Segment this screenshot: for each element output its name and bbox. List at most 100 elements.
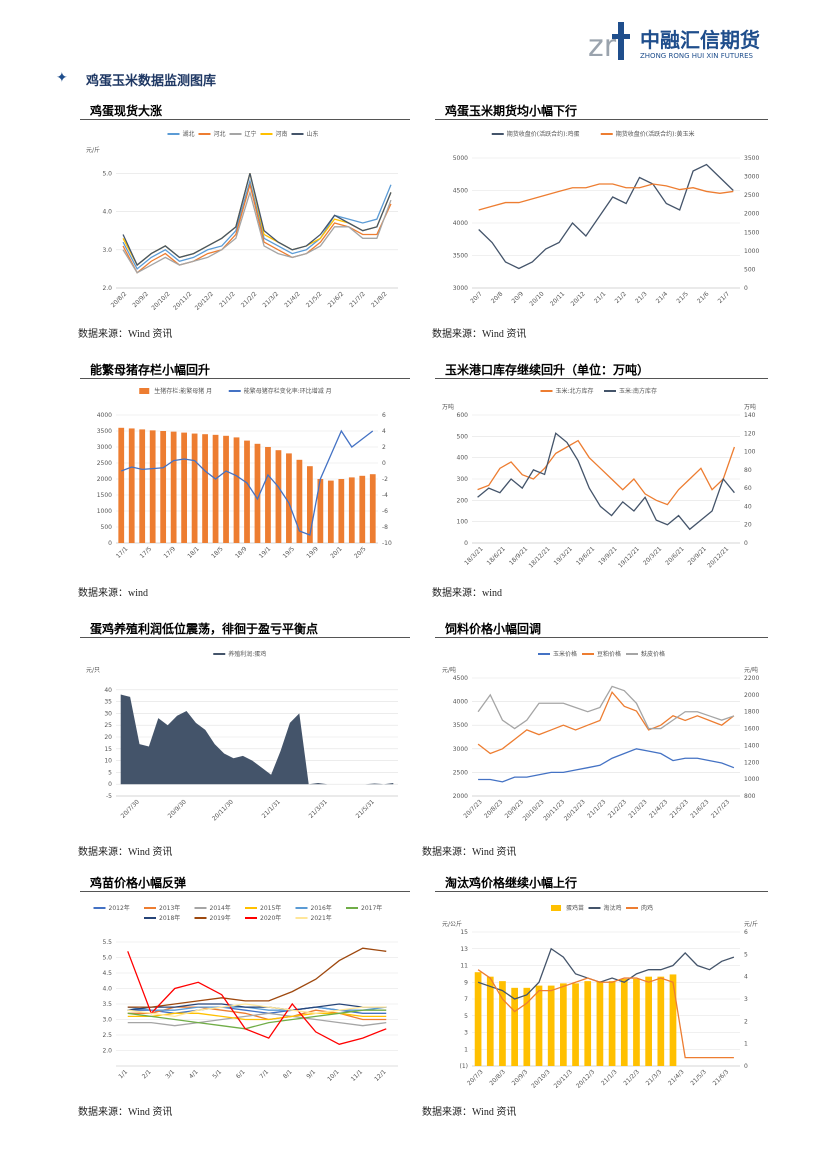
- x-tick-label: 21/3/3: [645, 1068, 664, 1087]
- legend-label: 玉米价格: [553, 650, 577, 658]
- x-tick-label: 11/1: [350, 1068, 365, 1083]
- tick-label: 0: [108, 781, 112, 788]
- x-tick-label: 21/4/3: [667, 1068, 686, 1087]
- title-rule: [435, 891, 768, 892]
- tick-label: 2000: [453, 793, 468, 800]
- x-tick-label: 19/6/21: [575, 545, 596, 566]
- tick-label: -6: [382, 508, 388, 515]
- y2-unit: 万吨: [744, 403, 756, 411]
- x-tick-label: 20/8/3: [488, 1068, 507, 1087]
- tick-label: 0: [744, 285, 748, 292]
- tick-label: -5: [106, 793, 112, 800]
- x-tick-label: 18/5: [210, 545, 225, 560]
- tick-label: 0: [464, 540, 468, 547]
- x-tick-label: 20/9/2: [131, 290, 150, 309]
- tick-label: 20: [744, 522, 752, 529]
- x-tick-label: 19/3/21: [553, 545, 574, 566]
- tick-label: 4500: [453, 188, 468, 195]
- y2-unit: 元/吨: [744, 666, 758, 674]
- x-tick-label: 2/1: [141, 1068, 153, 1080]
- tick-label: 4: [382, 428, 386, 435]
- y-unit: 元/公斤: [442, 920, 462, 928]
- x-tick-label: 21/3/31: [308, 798, 329, 819]
- source-note: 数据来源：Wind 资讯: [432, 329, 527, 340]
- bar: [348, 477, 355, 543]
- tick-label: 15: [104, 746, 112, 753]
- tick-label: 2: [744, 1018, 748, 1025]
- legend-label: 2014年: [210, 904, 231, 912]
- legend-label: 肉鸡: [641, 904, 653, 912]
- tick-label: 5000: [453, 155, 468, 162]
- tick-label: 200: [457, 497, 469, 504]
- tick-label: 3: [464, 1030, 468, 1037]
- legend-label: 期货收盘价(活跃合约):鸡蛋: [507, 130, 580, 138]
- x-tick-label: 21/5/3: [689, 1068, 708, 1087]
- x-tick-label: 20/9/3: [511, 1068, 530, 1087]
- bar: [657, 976, 665, 1066]
- tick-label: 4.0: [102, 209, 112, 216]
- x-tick-label: 3/1: [164, 1068, 176, 1080]
- tick-label: 3500: [453, 722, 468, 729]
- bar: [181, 432, 188, 543]
- tick-label: 3: [744, 996, 748, 1003]
- bar: [669, 974, 677, 1066]
- x-tick-label: 21/7/23: [710, 798, 731, 819]
- tick-label: 2500: [453, 769, 468, 776]
- bullet-icon: ✦: [56, 71, 68, 86]
- chart: 2012年 2013年 2014年 2015年 2016年 2017年 2018年 2019年…: [93, 904, 398, 1083]
- x-tick-label: 21/6/2: [327, 290, 346, 309]
- tick-label: 5: [744, 951, 748, 958]
- tick-label: 2000: [744, 211, 759, 218]
- legend-label: 2021年: [311, 914, 332, 922]
- line: [127, 1003, 387, 1011]
- x-tick-label: 21/3/2: [262, 290, 281, 309]
- tick-label: 100: [457, 519, 469, 526]
- bar: [369, 474, 376, 543]
- tick-label: 800: [744, 793, 756, 800]
- x-tick-label: 18/6/21: [486, 545, 507, 566]
- x-tick-label: 18/12/21: [528, 545, 552, 569]
- tick-label: -8: [382, 524, 388, 531]
- bar: [620, 978, 628, 1066]
- x-tick-label: 21/1/31: [261, 798, 282, 819]
- tick-label: 4500: [453, 675, 468, 682]
- line: [477, 690, 735, 755]
- x-tick-label: 21/5/31: [355, 798, 376, 819]
- tick-label: 1: [464, 1046, 468, 1053]
- x-tick-label: 20/12/2: [194, 290, 215, 311]
- source-note: 数据来源：wind: [78, 588, 148, 599]
- x-tick-label: 21/3: [634, 290, 649, 305]
- tick-label: 1500: [744, 229, 759, 236]
- bar: [202, 434, 208, 543]
- tick-label: 9: [464, 979, 468, 986]
- tick-label: 1000: [744, 248, 759, 255]
- chart: 期货收盘价(活跃合约):鸡蛋 期货收盘价(活跃合约):黄玉米 3000 3500 400…: [453, 130, 760, 308]
- x-tick-label: 21/2/2: [240, 290, 259, 309]
- line: [477, 432, 735, 531]
- tick-label: 5.0: [102, 955, 112, 962]
- x-tick-label: 18/9: [234, 545, 249, 560]
- tick-label: 5.0: [102, 170, 112, 177]
- x-tick-label: 20/10/3: [530, 1068, 551, 1089]
- tick-label: 10: [104, 758, 112, 765]
- source-note: 数据来源：Wind 资讯: [422, 1107, 517, 1118]
- panel-title: 玉米港口库存继续回升（单位：万吨）: [445, 363, 650, 377]
- bar: [296, 459, 303, 543]
- tick-label: 11: [460, 963, 468, 970]
- tick-label: 1500: [97, 492, 112, 499]
- legend-label: 2016年: [311, 904, 332, 912]
- legend-label: 豆粕价格: [597, 650, 621, 658]
- bar: [474, 972, 482, 1066]
- x-tick-label: 10/1: [326, 1068, 341, 1083]
- tick-label: 0: [382, 460, 386, 467]
- bar: [233, 437, 240, 543]
- logo-sub: ZHONG RONG HUI XIN FUTURES: [640, 52, 753, 60]
- x-tick-label: 21/5: [675, 290, 690, 305]
- line: [127, 1003, 387, 1018]
- y-unit: 元/吨: [442, 666, 456, 674]
- tick-label: 80: [744, 467, 752, 474]
- x-tick-label: 20/11: [549, 290, 566, 307]
- tick-label: 60: [744, 485, 752, 492]
- x-tick-label: 21/7: [717, 290, 732, 305]
- x-tick-label: 17/5: [139, 545, 154, 560]
